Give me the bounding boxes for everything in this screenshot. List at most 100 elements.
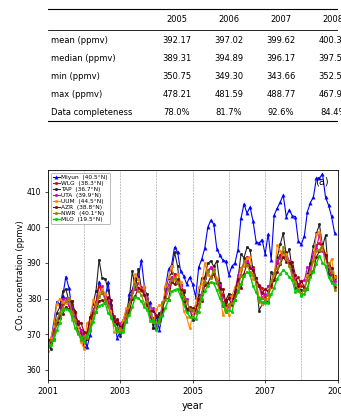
- AZR  (38.8°N): [321, 242, 325, 247]
- MLO  (19.5°N): [308, 275, 312, 280]
- TAP  (36.7°N): [194, 308, 198, 313]
- Line: MLO  (19.5°N): MLO (19.5°N): [46, 254, 336, 349]
- UTA  (39.9°N): [311, 250, 315, 255]
- NWR  (40.1°N): [200, 291, 204, 296]
- Legend: Miyun  (40.5°N), WLG  (38.3°N), TAP  (36.7°N), UTA  (39.9°N), UUM  (44.5°N), AZR: Miyun (40.5°N), WLG (38.3°N), TAP (36.7°…: [51, 173, 110, 224]
- Text: 400.35: 400.35: [319, 36, 341, 45]
- UUM  (44.5°N): [169, 263, 174, 268]
- NWR  (40.1°N): [169, 278, 174, 283]
- NWR  (40.1°N): [332, 287, 337, 292]
- TAP  (36.7°N): [173, 250, 177, 255]
- Text: 352.57: 352.57: [319, 72, 341, 81]
- WLG  (38.3°N): [127, 307, 131, 312]
- Text: 350.75: 350.75: [162, 72, 191, 81]
- Text: 2007: 2007: [270, 15, 292, 25]
- Text: 389.31: 389.31: [162, 54, 191, 63]
- AZR  (38.8°N): [88, 314, 92, 319]
- AZR  (38.8°N): [130, 297, 134, 302]
- Text: 392.17: 392.17: [162, 36, 191, 45]
- AZR  (38.8°N): [46, 337, 50, 342]
- TAP  (36.7°N): [203, 275, 207, 280]
- UUM  (44.5°N): [127, 305, 131, 310]
- UTA  (39.9°N): [130, 290, 134, 295]
- UTA  (39.9°N): [317, 232, 322, 237]
- TAP  (36.7°N): [130, 269, 134, 274]
- WLG  (38.3°N): [332, 273, 337, 278]
- TAP  (36.7°N): [317, 222, 322, 227]
- Text: Data completeness: Data completeness: [50, 108, 132, 117]
- WLG  (38.3°N): [308, 261, 312, 266]
- Text: mean (ppmv): mean (ppmv): [50, 36, 107, 45]
- Text: median (ppmv): median (ppmv): [50, 54, 115, 63]
- Line: NWR  (40.1°N): NWR (40.1°N): [46, 245, 336, 347]
- Text: 396.17: 396.17: [266, 54, 296, 63]
- Miyun  (40.5°N): [88, 333, 92, 338]
- Line: TAP  (36.7°N): TAP (36.7°N): [46, 223, 336, 350]
- MLO  (19.5°N): [317, 253, 322, 258]
- WLG  (38.3°N): [46, 339, 50, 344]
- Miyun  (40.5°N): [203, 246, 207, 251]
- WLG  (38.3°N): [169, 278, 174, 283]
- WLG  (38.3°N): [317, 241, 322, 246]
- Text: 343.66: 343.66: [266, 72, 296, 81]
- Text: min (ppmv): min (ppmv): [50, 72, 100, 81]
- Line: Miyun  (40.5°N): Miyun (40.5°N): [46, 172, 336, 349]
- NWR  (40.1°N): [85, 336, 89, 341]
- Text: 81.7%: 81.7%: [216, 108, 242, 117]
- Miyun  (40.5°N): [130, 288, 134, 293]
- AZR  (38.8°N): [173, 282, 177, 287]
- UTA  (39.9°N): [203, 281, 207, 286]
- Miyun  (40.5°N): [332, 230, 337, 235]
- Text: 2005: 2005: [166, 15, 187, 25]
- MLO  (19.5°N): [169, 289, 174, 294]
- MLO  (19.5°N): [200, 296, 204, 301]
- AZR  (38.8°N): [194, 309, 198, 314]
- AZR  (38.8°N): [203, 282, 207, 287]
- Miyun  (40.5°N): [46, 338, 50, 343]
- Text: 488.77: 488.77: [266, 90, 296, 99]
- WLG  (38.3°N): [85, 329, 89, 334]
- Text: 2008: 2008: [323, 15, 341, 25]
- NWR  (40.1°N): [46, 343, 50, 348]
- NWR  (40.1°N): [321, 243, 325, 248]
- X-axis label: year: year: [182, 401, 204, 411]
- Miyun  (40.5°N): [321, 171, 325, 176]
- Text: max (ppmv): max (ppmv): [50, 90, 102, 99]
- MLO  (19.5°N): [332, 282, 337, 287]
- TAP  (36.7°N): [49, 347, 53, 352]
- MLO  (19.5°N): [46, 345, 50, 350]
- Text: 397.02: 397.02: [214, 36, 243, 45]
- MLO  (19.5°N): [85, 333, 89, 338]
- Miyun  (40.5°N): [311, 194, 315, 199]
- Line: UUM  (44.5°N): UUM (44.5°N): [46, 230, 336, 352]
- Text: 78.0%: 78.0%: [163, 108, 190, 117]
- UUM  (44.5°N): [191, 314, 195, 319]
- Text: 92.6%: 92.6%: [268, 108, 294, 117]
- Miyun  (40.5°N): [194, 295, 198, 300]
- Miyun  (40.5°N): [173, 245, 177, 250]
- UUM  (44.5°N): [332, 274, 337, 279]
- MLO  (19.5°N): [191, 315, 195, 320]
- UUM  (44.5°N): [200, 281, 204, 286]
- Line: WLG  (38.3°N): WLG (38.3°N): [46, 242, 336, 343]
- Text: 394.89: 394.89: [214, 54, 243, 63]
- AZR  (38.8°N): [311, 268, 315, 273]
- WLG  (38.3°N): [191, 308, 195, 313]
- WLG  (38.3°N): [200, 291, 204, 296]
- TAP  (36.7°N): [332, 276, 337, 281]
- UUM  (44.5°N): [317, 229, 322, 234]
- MLO  (19.5°N): [127, 312, 131, 317]
- UUM  (44.5°N): [46, 348, 50, 353]
- Miyun  (40.5°N): [85, 345, 89, 350]
- Line: UTA  (39.9°N): UTA (39.9°N): [46, 234, 336, 344]
- Text: 478.21: 478.21: [162, 90, 191, 99]
- TAP  (36.7°N): [46, 342, 50, 347]
- Text: 349.30: 349.30: [214, 72, 243, 81]
- Text: (a): (a): [315, 177, 329, 187]
- Y-axis label: CO₂ concentration (ppmv): CO₂ concentration (ppmv): [16, 221, 26, 330]
- UTA  (39.9°N): [332, 278, 337, 283]
- Text: 467.92: 467.92: [319, 90, 341, 99]
- UTA  (39.9°N): [88, 318, 92, 323]
- Line: AZR  (38.8°N): AZR (38.8°N): [46, 243, 336, 343]
- UTA  (39.9°N): [46, 339, 50, 344]
